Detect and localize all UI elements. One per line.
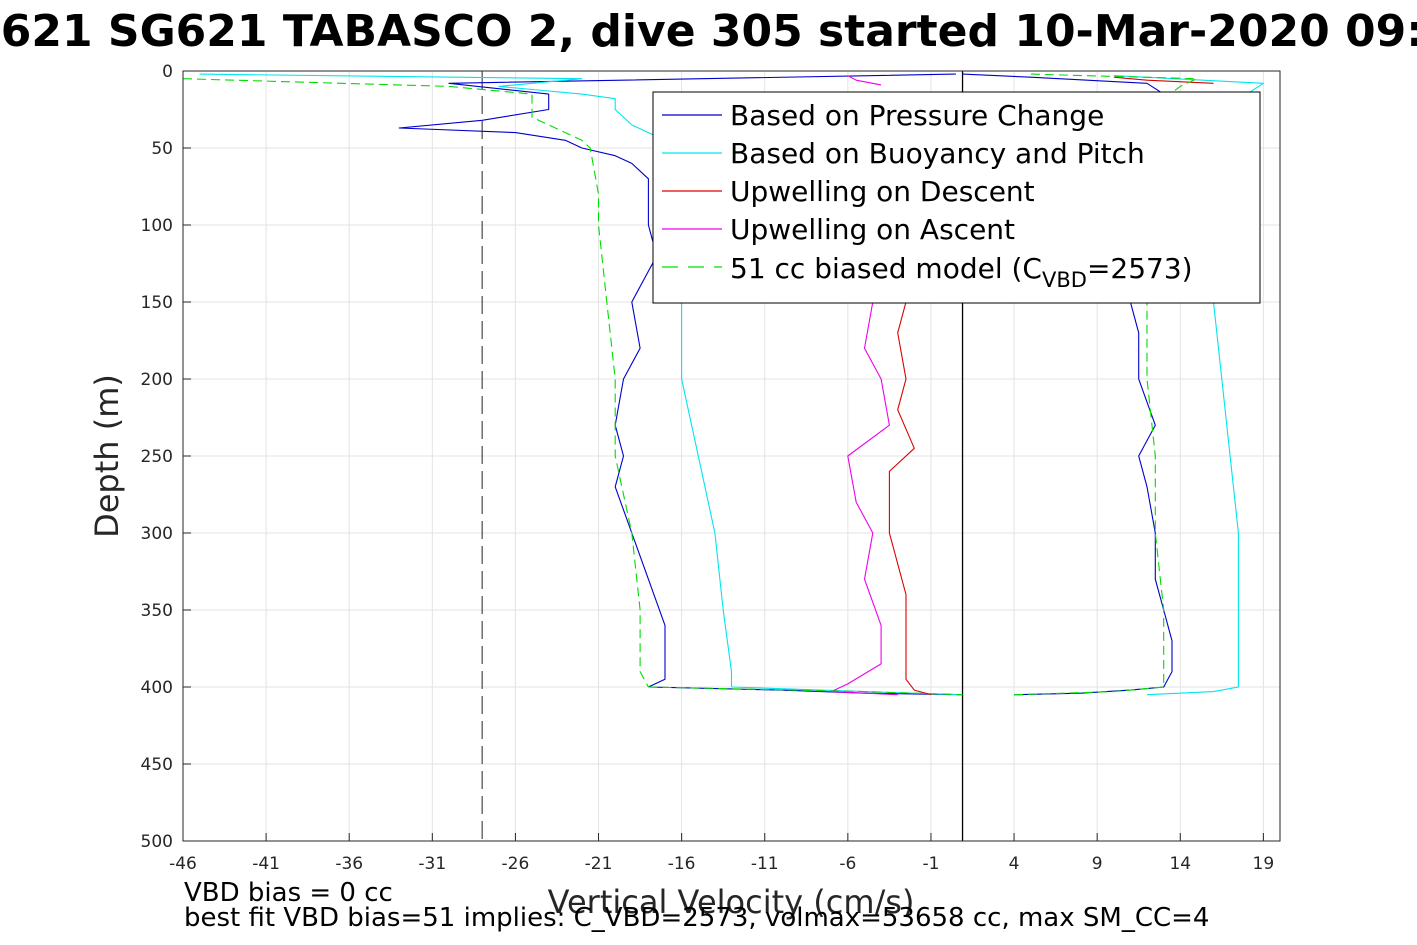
y-tick-label: 200: [141, 370, 173, 390]
y-tick-label: 350: [141, 601, 173, 621]
series-line-51-cc-biased-model-cvbd-2573-1: [648, 686, 963, 696]
vbd-bias-note: VBD bias = 0 cc: [184, 878, 393, 908]
legend-label-pressure: Based on Pressure Change: [730, 99, 1104, 132]
y-tick-label: 100: [141, 216, 173, 236]
y-tick-label: 400: [141, 678, 173, 698]
x-tick-label: -36: [335, 854, 363, 874]
legend-label-biased-model-sub: VBD: [1042, 268, 1087, 292]
x-tick-label: -16: [668, 854, 696, 874]
y-tick-label: 150: [141, 293, 173, 313]
x-tick-label: 4: [1009, 854, 1020, 874]
y-tick-label: 0: [162, 62, 173, 82]
legend-label-buoyancy: Based on Buoyancy and Pitch: [730, 137, 1145, 170]
x-tick-label: -11: [751, 854, 779, 874]
series-line-based-on-pressure-change-1: [648, 686, 963, 696]
legend-label-biased-model: 51 cc biased model (CVBD=2573): [730, 252, 1193, 292]
series-line-upwelling-on-descent-1: [1113, 76, 1214, 84]
legend: Based on Pressure Change Based on Buoyan…: [652, 91, 1261, 304]
y-tick-label: 300: [141, 524, 173, 544]
x-tick-label: 14: [1169, 854, 1191, 874]
legend-label-upwelling-ascent: Upwelling on Ascent: [730, 213, 1015, 246]
x-tick-label: 9: [1092, 854, 1103, 874]
series-51-cc-biased-model-cvbd-2573: [182, 73, 1198, 696]
legend-label-biased-model-suffix: =2573): [1087, 252, 1193, 285]
x-tick-label: -1: [922, 854, 939, 874]
y-axis-label: Depth (m): [88, 374, 126, 538]
x-tick-label: -26: [502, 854, 530, 874]
legend-swatches: [662, 114, 722, 268]
series-upwelling-on-ascent: [830, 75, 898, 696]
y-tick-label: 500: [141, 832, 173, 852]
legend-label-biased-model-prefix: 51 cc biased model (C: [730, 252, 1042, 285]
series-line-upwelling-on-descent-0: [888, 301, 932, 696]
x-tick-label: -46: [169, 854, 197, 874]
x-tick-label: -21: [585, 854, 613, 874]
x-tick-label: -31: [418, 854, 446, 874]
x-tick-label: -41: [252, 854, 280, 874]
tick-labels: -46 -41 -36 -31 -26 -21 -16 -11 -6 -1 4 9 14 19 0 50 100…: [141, 62, 1275, 874]
y-tick-label: 450: [141, 755, 173, 775]
y-tick-label: 50: [151, 139, 173, 159]
series-line-based-on-pressure-change-0: [398, 73, 956, 688]
series-line-upwelling-on-ascent-1: [847, 75, 882, 86]
series-line-51-cc-biased-model-cvbd-2573-2: [1014, 73, 1198, 696]
best-fit-note: best fit VBD bias=51 implies: C_VBD=2573…: [184, 903, 1210, 933]
chart-title: SG621 SG621 TABASCO 2, dive 305 started …: [0, 6, 1417, 57]
y-tick-label: 250: [141, 447, 173, 467]
legend-label-upwelling-descent: Upwelling on Descent: [730, 175, 1035, 208]
legend-box: [652, 91, 1261, 304]
x-tick-label: 19: [1253, 854, 1275, 874]
series-line-upwelling-on-ascent-0: [830, 301, 898, 696]
series-upwelling-on-descent: [888, 76, 1214, 696]
x-axis-label: Vertical Velocity (cm/s): [548, 883, 915, 921]
x-tick-label: -6: [839, 854, 856, 874]
